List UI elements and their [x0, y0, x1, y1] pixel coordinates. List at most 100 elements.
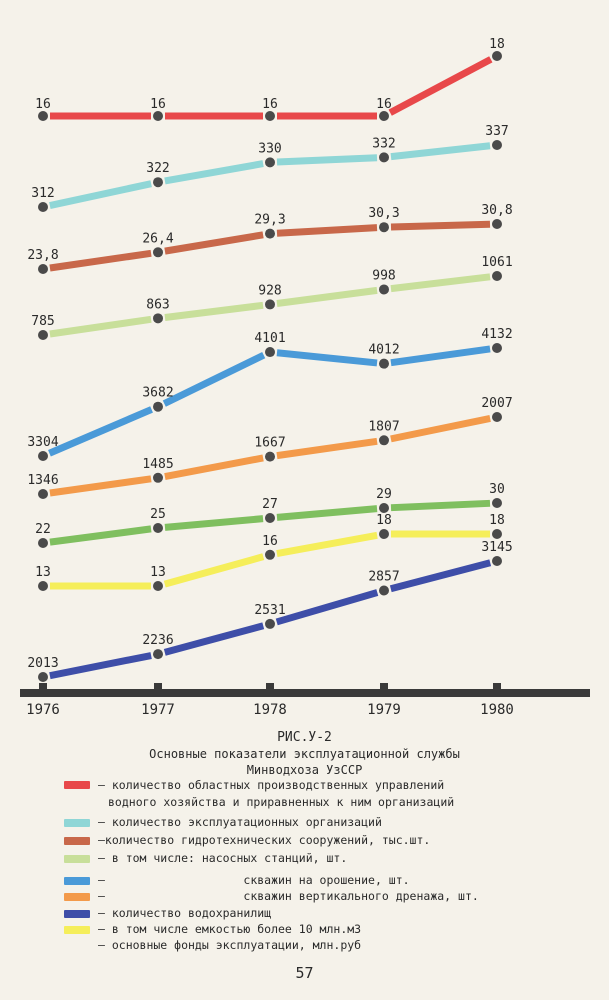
data-point — [379, 529, 389, 539]
series-segment — [164, 160, 264, 185]
data-label: 928 — [258, 283, 281, 298]
series-7: 22 25 27 29 30 — [35, 482, 505, 548]
series-segment — [390, 142, 491, 161]
data-point — [153, 581, 163, 591]
series-segment — [389, 559, 492, 593]
data-point — [379, 284, 389, 295]
data-point — [492, 556, 502, 566]
data-label: 30,8 — [481, 203, 512, 218]
series-segment — [164, 231, 264, 255]
legend-swatch — [64, 837, 90, 845]
data-label: 18 — [489, 37, 505, 52]
data-point — [153, 472, 163, 483]
data-point — [38, 264, 48, 274]
data-point — [38, 672, 48, 682]
data-label: 1807 — [368, 419, 399, 434]
data-point — [38, 581, 48, 591]
data-label: 16 — [376, 97, 392, 112]
data-point — [379, 152, 389, 163]
page-number: 57 — [295, 964, 314, 982]
data-label: 1485 — [142, 457, 173, 472]
data-label: 2013 — [27, 656, 58, 671]
series-2: 312 322 330 332 337 — [31, 124, 509, 212]
data-label: 337 — [485, 124, 508, 139]
legend-label: – скважин на орошение, шт. — [98, 873, 410, 887]
legend-swatch — [64, 819, 90, 827]
data-label: 18 — [376, 513, 392, 528]
data-label: 16 — [262, 534, 278, 549]
data-point — [379, 503, 389, 513]
data-label: 2007 — [481, 396, 512, 411]
data-label: 13 — [150, 565, 166, 580]
data-label: 332 — [372, 136, 395, 151]
data-point — [265, 111, 275, 121]
series-6: 1346 1485 1667 1807 2007 — [27, 396, 513, 499]
data-label: 29,3 — [254, 213, 285, 228]
data-point — [265, 299, 275, 310]
series-segment — [276, 154, 378, 166]
figure-number: РИС.У-2 — [277, 730, 332, 745]
data-label: 23,8 — [27, 248, 58, 263]
series-8: 13 13 16 18 18 — [35, 513, 505, 591]
legend-swatch — [64, 877, 90, 885]
series-segment — [162, 351, 266, 407]
data-point — [492, 529, 502, 539]
legend-label: – количество эксплуатационных организаци… — [98, 815, 382, 829]
data-point — [153, 523, 163, 533]
series-1: 16 16 16 16 18 — [35, 37, 505, 121]
series-segment — [164, 454, 264, 480]
series-segment — [164, 301, 264, 321]
data-point — [492, 498, 502, 508]
series-segment — [276, 505, 378, 521]
legend-swatch — [64, 781, 90, 789]
data-label: 785 — [31, 314, 54, 329]
data-label: 30 — [489, 482, 505, 497]
series-4: 785 863 928 998 1061 — [31, 255, 513, 340]
data-label: 29 — [376, 487, 392, 502]
series-segment — [390, 499, 491, 512]
x-tick-label: 1979 — [367, 702, 401, 718]
data-label: 27 — [262, 497, 278, 512]
data-label: 16 — [262, 97, 278, 112]
data-label: 4132 — [481, 327, 512, 342]
data-point — [38, 202, 48, 212]
data-point — [153, 247, 163, 258]
data-point — [265, 228, 275, 239]
series-segment — [390, 220, 491, 231]
legend-label: – количество областных производственных … — [98, 778, 445, 792]
series-segment — [275, 589, 379, 626]
legend-label: – в том числе: насосных станций, шт. — [98, 851, 348, 865]
series-segment — [276, 437, 378, 460]
data-label: 322 — [146, 161, 169, 176]
data-point — [379, 111, 389, 121]
data-label: 3304 — [27, 435, 58, 450]
series-segment — [276, 286, 378, 307]
x-tick — [154, 683, 162, 693]
data-point — [38, 111, 48, 121]
data-label: 3682 — [142, 386, 173, 401]
data-point — [492, 219, 502, 229]
data-point — [492, 140, 502, 150]
x-tick-label: 1976 — [26, 702, 60, 718]
series-segment — [276, 531, 378, 557]
data-point — [153, 401, 163, 412]
legend-label: –количество гидротехнических сооружений,… — [98, 833, 431, 847]
data-point — [265, 513, 275, 523]
data-label: 1346 — [27, 473, 58, 488]
data-label: 2236 — [142, 633, 173, 648]
data-label: 13 — [35, 565, 51, 580]
series-segment — [49, 180, 152, 209]
data-point — [38, 538, 48, 548]
caption-line-2: Минводхоза УзССР — [246, 763, 363, 777]
x-tick — [39, 683, 47, 693]
series-segment — [49, 652, 152, 680]
series-segment — [49, 475, 152, 497]
data-point — [153, 313, 163, 324]
data-label: 2531 — [254, 603, 285, 618]
data-label: 4012 — [368, 343, 399, 358]
x-tick-label: 1978 — [253, 702, 287, 718]
legend-label: – основные фонды эксплуатации, млн.руб — [98, 938, 362, 952]
x-axis — [20, 689, 590, 697]
caption-line-1: Основные показатели эксплуатационной слу… — [149, 747, 460, 761]
